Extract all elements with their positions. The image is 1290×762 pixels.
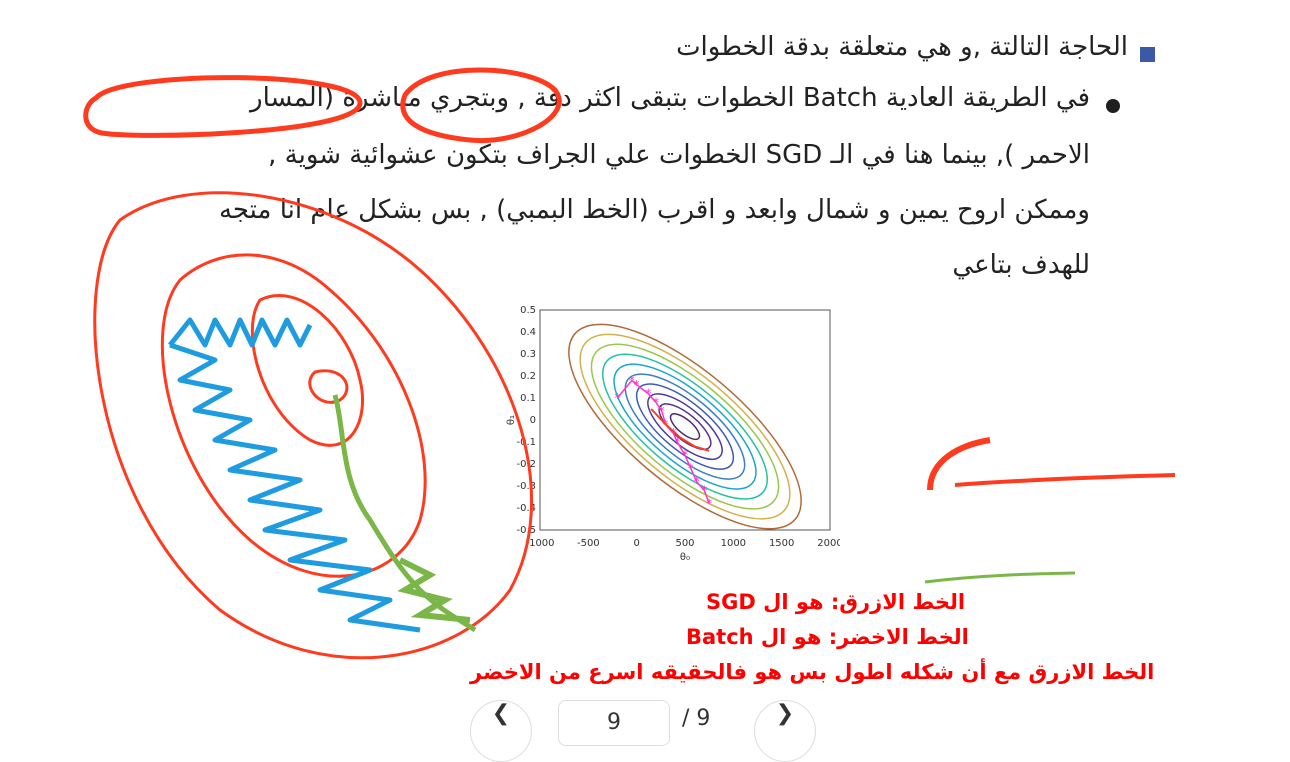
chevron-left-icon: ❮ bbox=[491, 701, 511, 726]
y-axis-label: θ₁ bbox=[506, 415, 517, 425]
contour-ellipse bbox=[590, 343, 780, 510]
x-tick-label: 2000 bbox=[817, 538, 840, 549]
y-tick-label: -0.4 bbox=[516, 503, 536, 514]
caption-green-line: الخط الاخضر: هو ال Batch bbox=[686, 625, 969, 649]
contour-chart: -1000 -500 0 500 1000 1500 2000 0.5 0.4 0.3 0.2 0.1… bbox=[500, 300, 843, 570]
caption-blue-line: الخط الازرق: هو ال SGD bbox=[706, 590, 966, 614]
contours bbox=[568, 323, 802, 530]
next-page-button[interactable]: ❯ bbox=[754, 700, 816, 762]
sgd-point: * bbox=[682, 448, 688, 462]
pager: ❮ 9 / 9 ❯ bbox=[470, 700, 816, 762]
red-contour-4 bbox=[308, 369, 349, 404]
green-underline bbox=[924, 571, 1076, 584]
bullet-line-3: الاحمر ), بينما هنا في الـ SGD الخطوات ع… bbox=[268, 140, 1090, 170]
x-tick-label: -500 bbox=[577, 538, 600, 549]
x-tick-label: 500 bbox=[675, 538, 694, 549]
bullet-square bbox=[1140, 47, 1155, 62]
y-tick-label: -0.2 bbox=[516, 459, 536, 470]
chart-marks: ************** bbox=[614, 373, 712, 510]
bullet-line-2: في الطريقة العادية Batch الخطوات بتبقى ا… bbox=[250, 83, 1090, 113]
sgd-point: * bbox=[694, 475, 700, 489]
sgd-point: * bbox=[614, 391, 620, 405]
page-total: / 9 bbox=[682, 706, 711, 731]
sgd-point: * bbox=[674, 435, 680, 449]
sgd-point: * bbox=[688, 461, 694, 475]
x-axis-label: θ₀ bbox=[680, 552, 690, 563]
contour-ellipse bbox=[658, 403, 712, 451]
contour-ellipse bbox=[579, 333, 791, 520]
blue-sgd-path bbox=[168, 317, 421, 633]
y-tick-label: 0.4 bbox=[520, 327, 536, 338]
sgd-point: * bbox=[670, 426, 676, 440]
y-tick-label: -0.1 bbox=[516, 437, 536, 448]
green-batch-scribble bbox=[397, 557, 471, 623]
batch-path-line bbox=[650, 408, 710, 452]
green-batch-path bbox=[332, 394, 477, 633]
slide: الحاجة التالتة ,و هي متعلقة بدقة الخطوات… bbox=[83, 32, 1176, 762]
bullet-line-1: الحاجة التالتة ,و هي متعلقة بدقة الخطوات bbox=[676, 32, 1128, 62]
x-tick-label: 0 bbox=[633, 538, 639, 549]
y-tick-label: -0.5 bbox=[516, 525, 536, 536]
sgd-point: * bbox=[653, 395, 659, 409]
contour-ellipse bbox=[635, 383, 735, 470]
sgd-point: * bbox=[629, 373, 635, 387]
contour-ellipse bbox=[647, 393, 723, 460]
y-tick-label: 0.5 bbox=[520, 305, 536, 316]
red-contour-2 bbox=[160, 253, 427, 578]
bullet-line-5: للهدف بتاعي bbox=[952, 250, 1090, 280]
red-contour-1 bbox=[93, 191, 534, 660]
x-tick-label: -1000 bbox=[525, 538, 554, 549]
y-tick-label: -0.3 bbox=[516, 481, 536, 492]
prev-page-button[interactable]: ❮ bbox=[470, 700, 532, 762]
sgd-point: * bbox=[701, 483, 707, 497]
bullet-dot bbox=[1106, 99, 1120, 113]
x-tick-label: 1000 bbox=[721, 538, 746, 549]
chart-svg: -1000 -500 0 500 1000 1500 2000 0.5 0.4 0.3 0.2 0.1… bbox=[506, 305, 843, 563]
bullet-line-4: وممكن اروح يمين و شمال وابعد و اقرب (الخ… bbox=[218, 195, 1090, 225]
sgd-point: * bbox=[659, 404, 665, 418]
red-contour-3 bbox=[250, 293, 365, 447]
y-tick-label: 0.1 bbox=[520, 393, 536, 404]
contour-ellipse bbox=[613, 363, 757, 490]
sgd-point: * bbox=[645, 387, 651, 401]
contour-ellipse bbox=[601, 353, 769, 500]
x-tick-label: 1500 bbox=[769, 538, 794, 549]
caption-comparison: الخط الازرق مع أن شكله اطول بس هو فالحقي… bbox=[470, 660, 1155, 684]
contour-ellipse bbox=[624, 373, 746, 480]
contour-ellipse bbox=[669, 413, 701, 441]
y-tick-label: 0.2 bbox=[520, 371, 536, 382]
chevron-right-icon: ❯ bbox=[775, 701, 795, 726]
red-arrow-head bbox=[927, 437, 991, 491]
sgd-point: * bbox=[634, 378, 640, 392]
y-tick-label: 0.3 bbox=[520, 349, 536, 360]
y-tick-label: 0 bbox=[530, 415, 536, 426]
sgd-point: * bbox=[706, 497, 712, 511]
red-arrow-line bbox=[954, 473, 1176, 487]
page-number-input[interactable]: 9 bbox=[558, 700, 670, 746]
plot-area bbox=[539, 309, 831, 531]
contour-ellipse bbox=[568, 323, 802, 530]
